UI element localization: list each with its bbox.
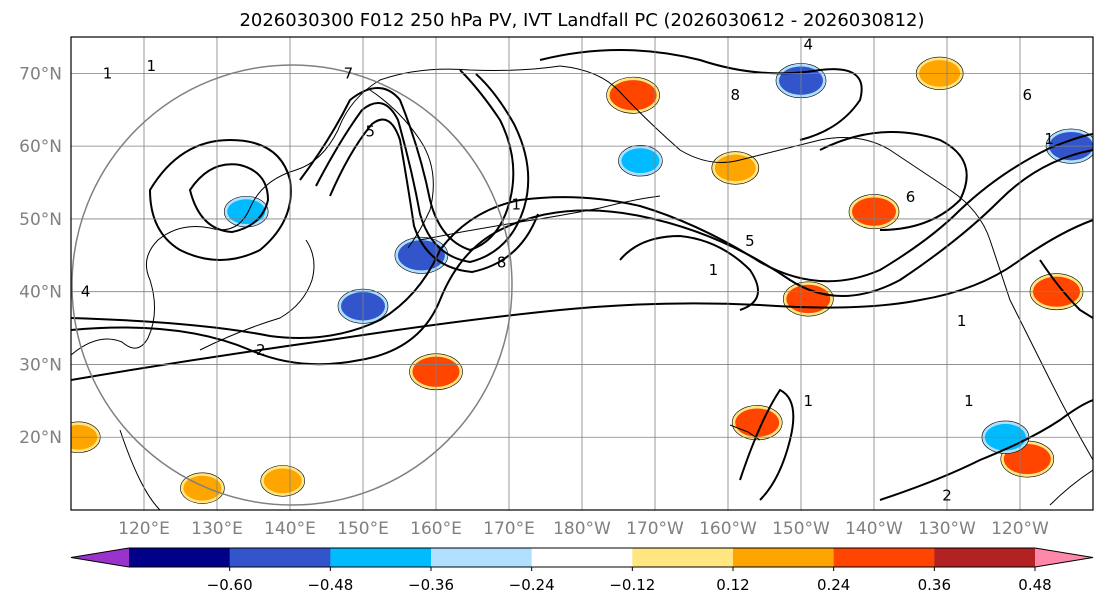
- pv-contour-label: 1: [964, 392, 974, 410]
- pv-contour-label: 5: [366, 123, 376, 141]
- coastline-mexico: [1049, 469, 1093, 506]
- coastline-asia: [71, 65, 561, 356]
- colorbar-extend-low: [71, 548, 129, 567]
- ivt-pc-region-bering-sea: [621, 148, 660, 174]
- coastline-japan: [199, 239, 315, 351]
- colorbar-tick-label: −0.60: [207, 576, 253, 594]
- colorbar-tick-label: 0.24: [817, 576, 850, 594]
- ivt-pc-region-bering-strait: [609, 80, 657, 111]
- colorbar-bin: [129, 548, 231, 567]
- longitude-tick-labels: 120°E 130°E 140°E 150°E 160°E 170°E 180°W 170°W…: [118, 519, 1049, 539]
- colorbar-bin: [733, 548, 835, 567]
- colorbar-tick-label: −0.12: [609, 576, 655, 594]
- coastline-philippines: [119, 429, 161, 510]
- pv-contour-3: [71, 133, 1093, 339]
- ivt-pc-region-okhotsk: [227, 199, 266, 225]
- ivt-pc-region-philippine-sea: [263, 468, 302, 494]
- longitude-label: 170°E: [483, 519, 535, 539]
- coastlines: [71, 65, 1093, 510]
- colorbar-bin: [833, 548, 935, 567]
- pv-contour-14: [1039, 259, 1093, 319]
- longitude-label: 130°W: [918, 519, 976, 539]
- pv-contour-10: [539, 49, 863, 141]
- colorbar-bin: [632, 548, 734, 567]
- pv-contour-label: 7: [344, 64, 354, 82]
- longitude-label: 160°W: [699, 519, 757, 539]
- latitude-label: 70°N: [19, 64, 62, 84]
- colorbar-tick-label: 0.36: [918, 576, 951, 594]
- ivt-pc-region-hawaii-north: [735, 408, 780, 437]
- pv-contour-9: [619, 234, 759, 311]
- colorbar-tick-label: 0.12: [716, 576, 749, 594]
- longitude-label: 140°E: [264, 519, 316, 539]
- colorbar-bin: [229, 548, 331, 567]
- colorbar-bin: [330, 548, 432, 567]
- latitude-label: 30°N: [19, 355, 62, 375]
- map-frame: [70, 36, 1094, 511]
- latitude-label: 40°N: [19, 283, 62, 303]
- colorbar-bin: [431, 548, 533, 567]
- pv-contour-7: [148, 138, 292, 261]
- longitude-label: 160°E: [410, 519, 462, 539]
- pv-contour-label: 8: [731, 86, 741, 104]
- colorbar-tick-label: −0.36: [408, 576, 454, 594]
- pv-contour-label: 4: [81, 283, 91, 301]
- coastline-kamchatka: [369, 89, 434, 249]
- pv-contour-label: 4: [804, 35, 814, 53]
- colorbar-tick-label: −0.48: [307, 576, 353, 594]
- pv-contour-8: [188, 163, 270, 234]
- latitude-label: 20°N: [19, 428, 62, 448]
- pv-contour-label: 6: [906, 188, 916, 206]
- longitude-label: 150°W: [772, 519, 830, 539]
- longitude-label: 130°E: [191, 519, 243, 539]
- pv-contour-label: 1: [709, 261, 719, 279]
- longitude-label: 140°W: [845, 519, 903, 539]
- colorbar-tick-label: 0.48: [1018, 576, 1051, 594]
- pv-contour-label: 1: [103, 64, 113, 82]
- pv-contour-label: 8: [497, 254, 507, 272]
- colorbar: −0.60 −0.48 −0.36 −0.24 −0.12 0.12 0.24 0.36 0.4…: [70, 547, 1094, 594]
- pv-contour-label: 1: [957, 312, 967, 330]
- pv-contour-label: 2: [942, 486, 952, 504]
- pv-contour-label: 5: [745, 232, 755, 250]
- longitude-label: 180°W: [553, 519, 611, 539]
- chart-title: 2026030300 F012 250 hPa PV, IVT Landfall…: [239, 10, 924, 31]
- pv-contour-6: [329, 118, 539, 274]
- longitude-label: 150°E: [337, 519, 389, 539]
- pv-contour-4: [299, 69, 515, 252]
- pv-contour-label: 1: [1044, 130, 1054, 148]
- pv-contour-label: 1: [804, 392, 814, 410]
- pv-contour-12: [739, 388, 795, 501]
- pv-contour-label: 1: [147, 57, 157, 75]
- colorbar-extend-high: [1035, 548, 1093, 567]
- pv-contour-1: [71, 219, 1093, 381]
- graticule: [71, 37, 1093, 510]
- colorbar-bin: [531, 548, 633, 567]
- ivt-pc-fills: [71, 56, 1093, 504]
- colorbar-bin: [934, 548, 1036, 567]
- longitude-label: 120°W: [991, 519, 1049, 539]
- pv-contour-label: 2: [256, 341, 266, 359]
- pv-contour-2: [71, 149, 1093, 366]
- pv-contour-label: 1: [512, 195, 522, 213]
- latitude-label: 50°N: [19, 210, 62, 230]
- latitude-label: 60°N: [19, 137, 62, 157]
- pv-contour-11: [819, 131, 968, 231]
- colorbar-tick-label: −0.24: [509, 576, 555, 594]
- longitude-label: 170°W: [626, 519, 684, 539]
- longitude-label: 120°E: [118, 519, 170, 539]
- pv-contour-label: 6: [1023, 86, 1033, 104]
- range-ring: [71, 64, 513, 506]
- ivt-pc-region-alaska-peninsula: [714, 154, 756, 182]
- colorbar-outline: [70, 547, 1094, 568]
- coastline-alaska: [559, 65, 1093, 461]
- pv-contour-13: [879, 399, 1093, 501]
- latitude-tick-labels: 70°N 60°N 50°N 40°N 30°N 20°N: [19, 64, 62, 448]
